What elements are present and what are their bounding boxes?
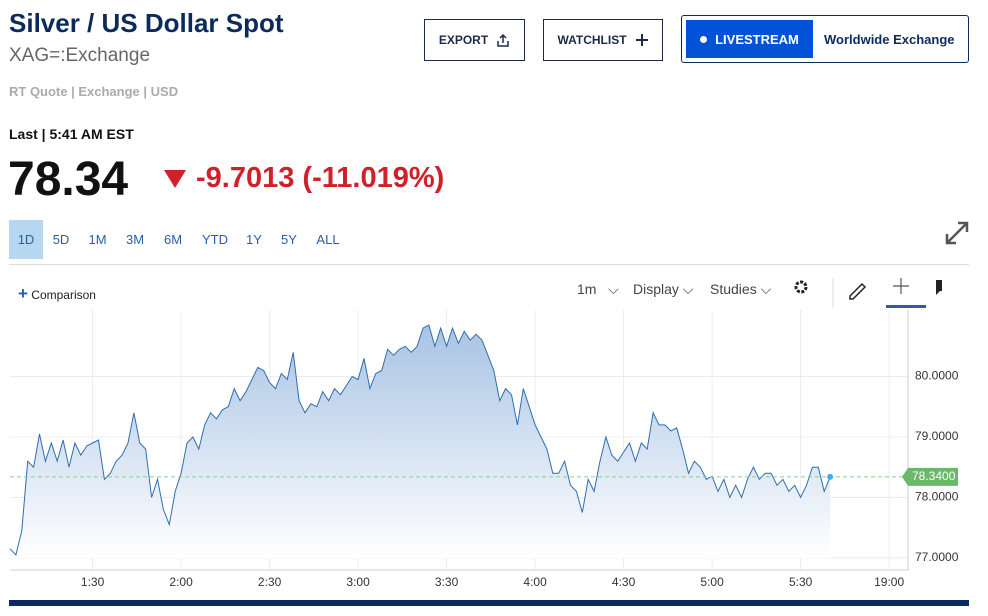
range-tab[interactable]: 1Y — [246, 232, 262, 247]
range-tab[interactable]: 1D — [9, 220, 43, 259]
plus-icon — [635, 34, 648, 46]
x-tick-label: 4:30 — [612, 575, 636, 589]
studies-menu[interactable]: Studies ⌵ — [710, 281, 772, 297]
live-dot — [700, 35, 708, 43]
comparison-label: Comparison — [31, 288, 96, 302]
quote-info: RT Quote | Exchange | USD — [9, 84, 179, 99]
display-menu[interactable]: Display ⌵ — [633, 281, 694, 297]
last-time: Last | 5:41 AM EST — [9, 126, 134, 142]
last-point — [827, 473, 834, 480]
tool-icons — [794, 278, 942, 308]
settings-icon[interactable] — [794, 280, 808, 294]
title: Silver / US Dollar Spot — [9, 8, 284, 38]
export-icon — [497, 33, 509, 47]
last-price-tag — [902, 467, 958, 486]
expand-icon[interactable] — [944, 220, 970, 246]
y-tick-label: 78.0000 — [915, 490, 959, 504]
x-tick-label: 1:30 — [81, 575, 105, 589]
x-tick-label: 2:00 — [169, 575, 193, 589]
watchlist-label: WATCHLIST — [557, 33, 627, 47]
export-button[interactable]: EXPORT — [424, 19, 525, 61]
export-label: EXPORT — [438, 33, 489, 47]
interval-menu[interactable]: 1m ⌵ — [577, 281, 619, 297]
price-line — [9, 324, 831, 556]
livestream-box[interactable]: LIVESTREAM Worldwide Exchange — [681, 15, 969, 63]
range-tab[interactable]: 3M — [125, 232, 145, 247]
interval-label: 1m — [577, 281, 597, 297]
range-tab[interactable]: YTD — [202, 232, 228, 247]
y-tick-label: 79.0000 — [915, 429, 959, 443]
bottom-bar — [9, 600, 969, 606]
crosshair-icon[interactable] — [893, 278, 909, 294]
channel-label: Worldwide Exchange — [824, 32, 955, 47]
price-change: -9.7013 (-11.019%) — [196, 162, 445, 194]
draw-icon[interactable] — [849, 282, 867, 300]
livestream-button[interactable]: LIVESTREAM — [686, 20, 813, 58]
x-tick-label: 4:00 — [523, 575, 547, 589]
studies-label: Studies — [710, 281, 757, 297]
x-tick-label: 3:30 — [435, 575, 459, 589]
range-tab[interactable]: 1M — [88, 232, 107, 247]
y-tick-label: 77.0000 — [915, 550, 959, 564]
active-underline — [886, 305, 926, 308]
down-arrow — [164, 170, 186, 188]
range-tab[interactable]: 5D — [52, 232, 70, 247]
area — [10, 325, 831, 558]
y-tick-label: 80.0000 — [915, 369, 959, 383]
last-price-label: 78.3400 — [912, 469, 956, 483]
comment-icon[interactable] — [936, 280, 942, 295]
price: 78.34 — [8, 153, 129, 206]
x-tick-label: 5:30 — [789, 575, 813, 589]
display-label: Display — [633, 281, 679, 297]
watchlist-button[interactable]: WATCHLIST — [543, 19, 663, 61]
symbol: XAG=:Exchange — [9, 45, 151, 66]
range-tab[interactable]: 6M — [163, 232, 183, 247]
comparison-button[interactable]: + Comparison — [18, 284, 96, 303]
x-tick-label: 3:00 — [346, 575, 370, 589]
livestream-label: LIVESTREAM — [715, 31, 799, 47]
x-tick-label: 2:30 — [258, 575, 282, 589]
range-tab[interactable]: ALL — [316, 232, 340, 247]
x-tick-label: 5:00 — [700, 575, 724, 589]
x-tick-label: 19:00 — [874, 575, 904, 589]
range-tab[interactable]: 5Y — [281, 232, 297, 247]
divider — [9, 264, 969, 265]
